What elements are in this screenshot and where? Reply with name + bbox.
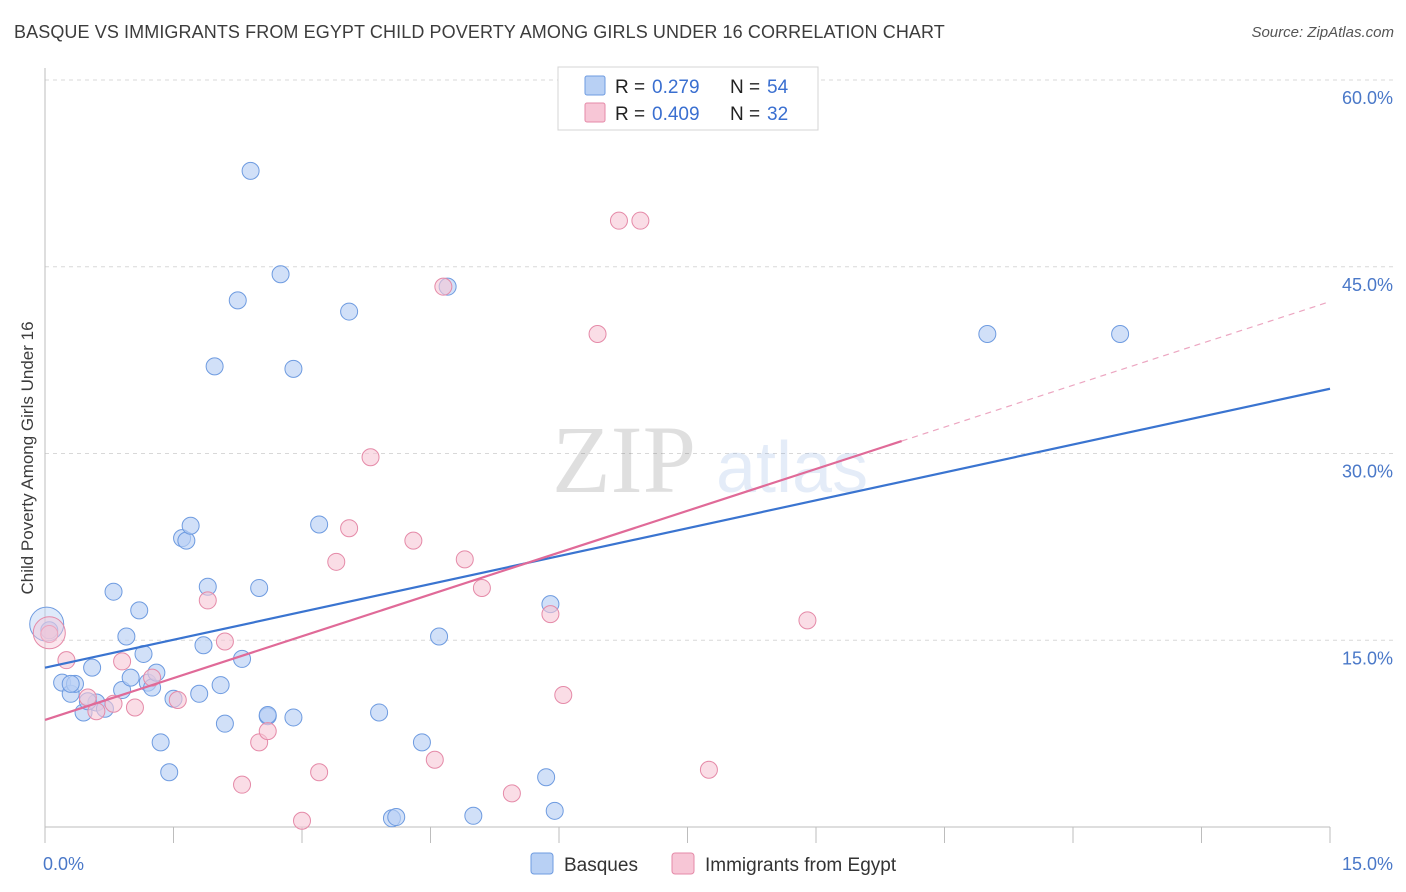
legend: R = 0.279 N = 54 R = 0.409 N = 32 <box>557 66 819 131</box>
y-tick-label-0: 15.0% <box>1342 648 1393 668</box>
egypt-point-22 <box>455 550 474 569</box>
basques-point-34 <box>284 708 303 727</box>
basques-point-36 <box>340 302 359 321</box>
legend-swatch-blue <box>584 75 606 96</box>
egypt-point-8 <box>168 691 187 710</box>
bottom-legend: Basques Immigrants from Egypt <box>530 852 897 876</box>
source-credit: Source: ZipAtlas.com <box>1251 24 1394 41</box>
egypt-point-18 <box>361 448 380 467</box>
egypt-point-11 <box>233 775 252 794</box>
legend-r-label-1: R = <box>615 77 645 98</box>
legend-n-value-2: 32 <box>767 104 788 125</box>
y-tick-labels: 15.0% 30.0% 45.0% 60.0% <box>1342 88 1393 668</box>
basques-point-29 <box>250 578 269 597</box>
basques-point-51 <box>121 668 140 687</box>
egypt-point-19 <box>404 531 423 550</box>
y-tick-label-2: 45.0% <box>1342 275 1393 295</box>
basques-point-32 <box>271 265 290 284</box>
legend-swatch-pink <box>584 102 606 123</box>
y-tick-label-1: 30.0% <box>1342 462 1393 482</box>
legend-n-label-1: N = <box>730 77 760 98</box>
legend-r-label-2: R = <box>615 104 645 125</box>
basques-point-21 <box>194 636 213 655</box>
egypt-point-15 <box>310 763 329 782</box>
x-tick-label-0: 0.0% <box>43 854 84 874</box>
basques-point-5 <box>83 658 102 677</box>
egypt-point-14 <box>293 811 311 830</box>
egypt-cluster-point <box>32 616 66 650</box>
basques-point-8 <box>104 582 123 601</box>
x-tick-labels: 0.0% 15.0% <box>43 854 1393 874</box>
legend-n-label-2: N = <box>730 104 760 125</box>
basques-point-44 <box>537 768 556 787</box>
egypt-point-31 <box>798 611 817 630</box>
egypt-trend-extension <box>901 301 1331 442</box>
basques-point-14 <box>151 733 170 752</box>
basques-point-26 <box>228 291 247 310</box>
basques-point-48 <box>1111 324 1130 343</box>
egypt-point-13 <box>258 722 277 741</box>
basques-point-25 <box>215 714 234 733</box>
basques-trend-line <box>44 387 1331 669</box>
basques-point-19 <box>181 516 200 535</box>
bottom-legend-label-egypt: Immigrants from Egypt <box>705 855 897 876</box>
y-tick-label-3: 60.0% <box>1342 88 1393 108</box>
bottom-legend-swatch-basques <box>530 852 554 875</box>
egypt-point-1 <box>57 651 76 670</box>
bottom-legend-swatch-egypt <box>671 852 695 875</box>
basques-point-37 <box>370 703 389 722</box>
basques-point-23 <box>205 357 224 376</box>
legend-r-value-2: 0.409 <box>652 104 700 125</box>
basques-point-9 <box>117 627 136 646</box>
egypt-point-28 <box>609 211 628 230</box>
bottom-legend-label-basques: Basques <box>564 855 638 876</box>
egypt-point-24 <box>502 784 521 803</box>
egypt-point-21 <box>434 277 453 296</box>
egypt-point-20 <box>425 750 444 769</box>
legend-n-value-1: 54 <box>767 77 789 98</box>
basques-point-28 <box>241 161 260 180</box>
egypt-point-29 <box>631 211 650 230</box>
basques-point-41 <box>430 627 449 646</box>
basques-point-46 <box>545 801 564 820</box>
trend-lines <box>44 301 1331 721</box>
watermark: ZIP atlas <box>552 406 868 513</box>
y-axis-label: Child Poverty Among Girls Under 16 <box>18 321 37 594</box>
legend-r-value-1: 0.279 <box>652 77 700 98</box>
basques-point-15 <box>160 763 179 782</box>
egypt-trend-line <box>44 440 903 721</box>
basques-point-33 <box>284 359 303 378</box>
basques-point-18 <box>177 531 196 550</box>
egypt-point-17 <box>340 519 359 538</box>
egypt-point-30 <box>699 760 718 779</box>
egypt-point-0 <box>40 625 59 644</box>
egypt-point-9 <box>198 591 217 610</box>
basques-point-35 <box>310 515 329 534</box>
egypt-point-26 <box>554 686 573 705</box>
egypt-point-25 <box>541 605 560 624</box>
axes <box>44 68 1331 843</box>
chart-title: BASQUE VS IMMIGRANTS FROM EGYPT CHILD PO… <box>14 22 945 42</box>
basques-point-43 <box>464 806 483 825</box>
basques-point-20 <box>190 684 209 703</box>
basques-point-31 <box>258 705 277 724</box>
x-tick-label-1: 15.0% <box>1342 854 1393 874</box>
basques-point-10 <box>130 601 149 620</box>
series-egypt <box>32 211 817 830</box>
basques-point-49 <box>61 674 80 693</box>
egypt-point-10 <box>215 632 234 651</box>
egypt-point-16 <box>327 552 346 571</box>
egypt-point-6 <box>125 698 144 717</box>
basques-point-47 <box>978 324 997 343</box>
basques-point-24 <box>211 676 230 695</box>
basques-point-39 <box>387 808 406 827</box>
watermark-zip: ZIP <box>552 406 696 513</box>
egypt-point-5 <box>113 652 132 671</box>
egypt-point-23 <box>472 578 491 597</box>
watermark-atlas: atlas <box>716 428 868 508</box>
egypt-point-27 <box>588 324 607 343</box>
basques-point-40 <box>412 733 431 752</box>
